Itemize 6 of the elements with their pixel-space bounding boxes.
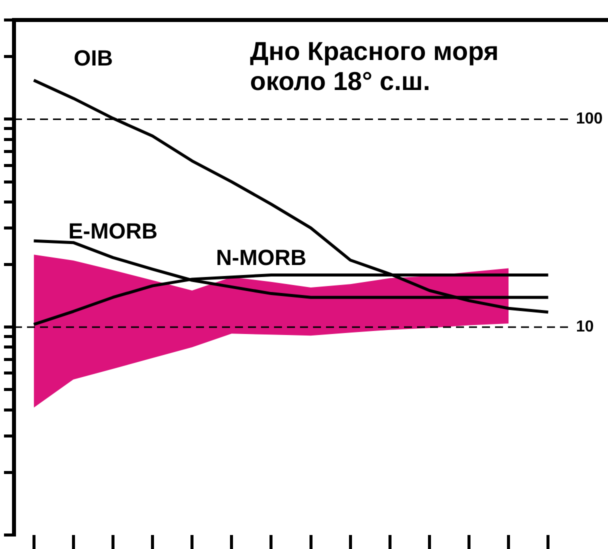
series-label: N-MORB [216, 245, 306, 270]
series-label: E-MORB [68, 218, 158, 244]
y-tick-label: 10 [576, 318, 594, 336]
text: Дно Красного моря около 18° с.ш. [250, 36, 500, 96]
series-label: OIB [74, 45, 113, 70]
y-tick-label: 100 [576, 110, 603, 128]
